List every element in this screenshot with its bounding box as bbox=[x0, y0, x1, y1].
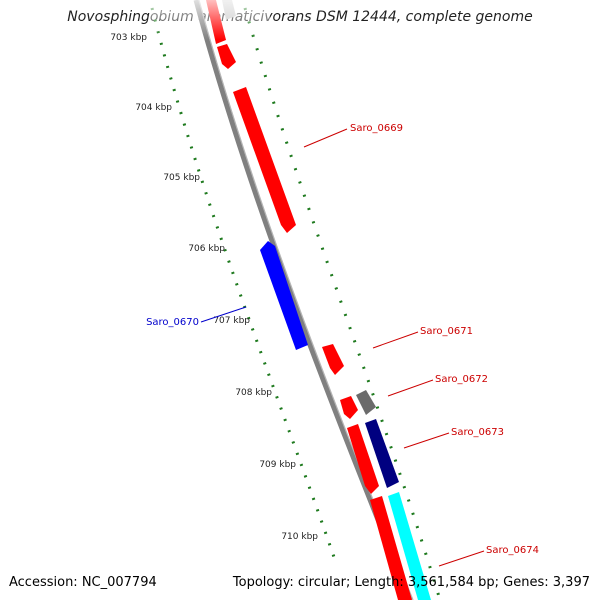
gene-label-6[interactable]: Saro_0674 bbox=[486, 545, 539, 556]
gene-saro-0674-cds[interactable] bbox=[388, 492, 431, 600]
tick-label-5: 707 kbp bbox=[213, 316, 250, 326]
topology-text: Topology: circular; Length: 3,561,584 bp… bbox=[232, 575, 590, 590]
tick-label-8: 710 kbp bbox=[281, 532, 318, 542]
tick-labels: 703 kbp 704 kbp 705 kbp 706 kbp 707 kbp 708 k… bbox=[110, 33, 318, 542]
gene-saro-0674[interactable] bbox=[370, 496, 412, 600]
gene-label-connector-6 bbox=[438, 550, 485, 567]
gene-label-5[interactable]: Saro_0673 bbox=[451, 427, 504, 438]
tick-label-4: 706 kbp bbox=[188, 244, 225, 254]
tick-label-6: 708 kbp bbox=[235, 388, 272, 398]
gene-saro-0669[interactable] bbox=[233, 87, 296, 233]
gene-label-connector-1 bbox=[303, 128, 348, 148]
gene-saro-0672[interactable] bbox=[340, 396, 358, 419]
gene-saro-0670[interactable] bbox=[260, 241, 308, 350]
gene-segment-top-3[interactable] bbox=[217, 44, 236, 69]
gene-label-1[interactable]: Saro_0669 bbox=[350, 123, 403, 134]
gene-label-2[interactable]: Saro_0670 bbox=[146, 317, 199, 328]
inner-tick-ring bbox=[243, 7, 442, 600]
gene-label-4[interactable]: Saro_0672 bbox=[435, 374, 488, 385]
gene-label-connector-3 bbox=[372, 331, 419, 349]
tick-label-7: 709 kbp bbox=[259, 460, 296, 470]
top-fade-overlay bbox=[150, 0, 270, 40]
gene-saro-0672-cds[interactable] bbox=[356, 390, 376, 415]
gene-label-connector-5 bbox=[403, 432, 450, 449]
tick-label-2: 704 kbp bbox=[135, 103, 172, 113]
gene-label-3[interactable]: Saro_0671 bbox=[420, 326, 473, 337]
gene-saro-0673-cds[interactable] bbox=[365, 419, 399, 488]
tick-label-3: 705 kbp bbox=[163, 173, 200, 183]
outer-tick-ring bbox=[150, 7, 337, 561]
gene-saro-0673[interactable] bbox=[347, 424, 379, 494]
gene-label-connector-4 bbox=[387, 379, 434, 397]
gene-labels: Saro_0669 Saro_0670 Saro_0671 Saro_0672 Saro… bbox=[146, 123, 539, 567]
accession-text: Accession: NC_007794 bbox=[9, 575, 157, 590]
gene-saro-0671[interactable] bbox=[322, 344, 344, 375]
gene-label-connector-2 bbox=[200, 306, 247, 323]
tick-label-1: 703 kbp bbox=[110, 33, 147, 43]
